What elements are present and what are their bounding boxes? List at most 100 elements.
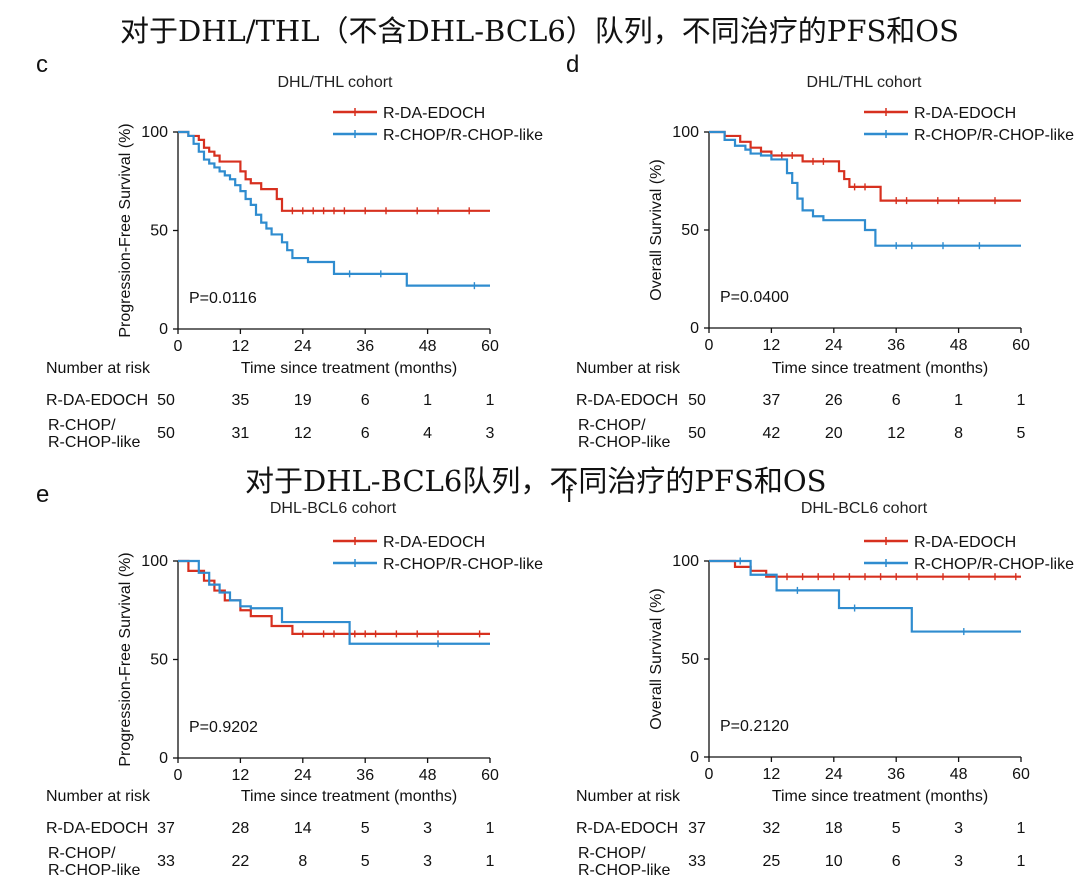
- legend-label: R-CHOP/R-CHOP-like: [914, 556, 1074, 573]
- risk-count: 12: [887, 425, 905, 442]
- risk-count: 8: [954, 425, 963, 442]
- risk-count: 1: [486, 820, 495, 837]
- risk-table-title: Number at risk: [576, 360, 681, 377]
- risk-count: 10: [825, 853, 843, 870]
- risk-count: 4: [423, 425, 432, 442]
- risk-row-label: R-DA-EDOCH: [46, 820, 148, 837]
- chart-title: DHL/THL cohort: [278, 74, 394, 91]
- p-value: P=0.0400: [720, 289, 789, 306]
- risk-count: 28: [232, 820, 250, 837]
- x-tick-label: 24: [294, 767, 312, 784]
- chart-title: DHL/THL cohort: [807, 74, 923, 91]
- risk-row-label: R-CHOP/: [578, 417, 646, 434]
- x-axis-label: Time since treatment (months): [241, 788, 457, 805]
- x-tick-label: 0: [705, 337, 714, 354]
- risk-count: 1: [1017, 820, 1026, 837]
- risk-count: 5: [361, 853, 370, 870]
- x-tick-label: 24: [825, 766, 843, 783]
- risk-count: 5: [1017, 425, 1026, 442]
- series-line: [178, 130, 490, 212]
- legend-label: R-CHOP/R-CHOP-like: [383, 556, 543, 573]
- risk-count: 33: [688, 853, 706, 870]
- series-line: [709, 559, 1021, 633]
- x-tick-label: 0: [705, 766, 714, 783]
- risk-count: 42: [763, 425, 781, 442]
- risk-row-label: R-CHOP/: [578, 845, 646, 862]
- x-tick-label: 48: [950, 766, 968, 783]
- risk-count: 1: [486, 853, 495, 870]
- legend-label: R-DA-EDOCH: [383, 105, 485, 122]
- series-line: [709, 130, 1021, 202]
- x-axis-label: Time since treatment (months): [241, 360, 457, 377]
- p-value: P=0.2120: [720, 718, 789, 735]
- risk-count: 1: [1017, 392, 1026, 409]
- risk-count: 50: [688, 425, 706, 442]
- risk-count: 37: [763, 392, 781, 409]
- heading-dhl-thl: 对于DHL/THL（不含DHL-BCL6）队列，不同治疗的PFS和OS: [120, 14, 959, 48]
- x-tick-label: 0: [174, 767, 183, 784]
- risk-count: 37: [688, 820, 706, 837]
- risk-count: 3: [423, 853, 432, 870]
- y-tick-label: 100: [672, 553, 699, 570]
- panel-letter: d: [566, 51, 579, 78]
- x-tick-label: 36: [887, 766, 905, 783]
- risk-count: 32: [763, 820, 781, 837]
- legend-label: R-DA-EDOCH: [914, 534, 1016, 551]
- x-tick-label: 24: [825, 337, 843, 354]
- y-tick-label: 50: [150, 223, 168, 240]
- risk-count: 1: [954, 392, 963, 409]
- x-tick-label: 60: [1012, 766, 1030, 783]
- x-tick-label: 12: [763, 766, 781, 783]
- x-tick-label: 0: [174, 338, 183, 355]
- risk-row-label: R-CHOP/: [48, 845, 116, 862]
- risk-count: 18: [825, 820, 843, 837]
- risk-row-label: R-CHOP/: [48, 417, 116, 434]
- x-tick-label: 60: [1012, 337, 1030, 354]
- risk-count: 8: [298, 853, 307, 870]
- risk-count: 6: [892, 853, 901, 870]
- risk-row-label: R-CHOP-like: [48, 434, 141, 451]
- x-tick-label: 36: [356, 767, 374, 784]
- risk-count: 3: [486, 425, 495, 442]
- series-line: [178, 130, 490, 287]
- risk-count: 1: [1017, 853, 1026, 870]
- y-axis-label: Overall Survival (%): [648, 159, 665, 300]
- x-tick-label: 36: [887, 337, 905, 354]
- heading-dhl-bcl6: 对于DHL-BCL6队列，不同治疗的PFS和OS: [245, 464, 827, 498]
- y-tick-label: 50: [150, 652, 168, 669]
- x-tick-label: 60: [481, 338, 499, 355]
- x-tick-label: 48: [419, 767, 437, 784]
- risk-count: 35: [232, 392, 250, 409]
- risk-count: 25: [763, 853, 781, 870]
- x-tick-label: 60: [481, 767, 499, 784]
- risk-count: 22: [232, 853, 250, 870]
- risk-count: 3: [423, 820, 432, 837]
- legend-label: R-DA-EDOCH: [383, 534, 485, 551]
- risk-count: 12: [294, 425, 312, 442]
- x-tick-label: 48: [419, 338, 437, 355]
- y-tick-label: 100: [141, 124, 168, 141]
- y-tick-label: 0: [159, 750, 168, 767]
- legend-label: R-CHOP/R-CHOP-like: [383, 127, 543, 144]
- legend-label: R-DA-EDOCH: [914, 105, 1016, 122]
- series-line: [178, 559, 490, 645]
- risk-row-label: R-DA-EDOCH: [46, 392, 148, 409]
- risk-count: 50: [157, 392, 175, 409]
- risk-count: 37: [157, 820, 175, 837]
- risk-count: 5: [892, 820, 901, 837]
- risk-table-title: Number at risk: [46, 788, 151, 805]
- series-line: [709, 130, 1021, 247]
- risk-count: 1: [486, 392, 495, 409]
- panel-letter: c: [36, 51, 48, 78]
- risk-count: 20: [825, 425, 843, 442]
- x-tick-label: 12: [763, 337, 781, 354]
- risk-count: 19: [294, 392, 312, 409]
- risk-row-label: R-CHOP-like: [578, 862, 671, 879]
- risk-count: 5: [361, 820, 370, 837]
- y-axis-label: Progression-Free Survival (%): [117, 123, 134, 337]
- risk-count: 33: [157, 853, 175, 870]
- p-value: P=0.0116: [189, 290, 257, 307]
